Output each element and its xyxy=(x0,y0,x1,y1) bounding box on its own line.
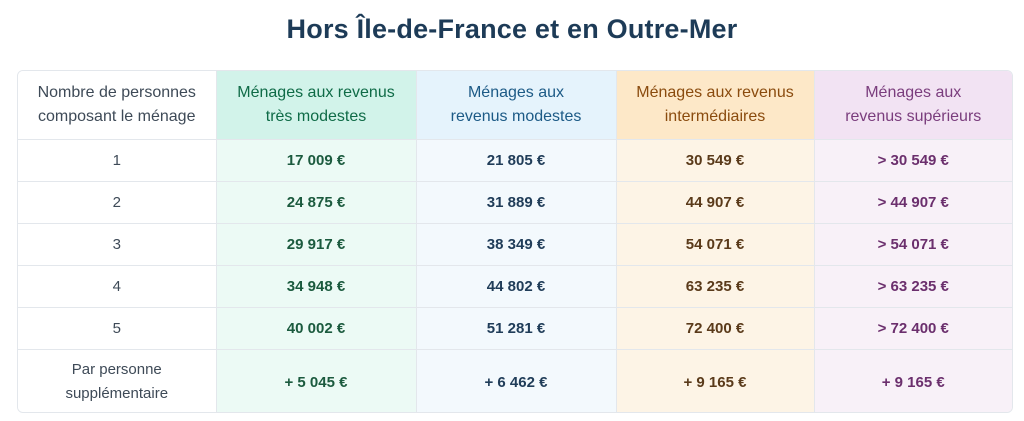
cell-superieurs: > 30 549 € xyxy=(813,139,1012,182)
cell-modestes: 51 281 € xyxy=(415,307,616,350)
page-title: Hors Île-de-France et en Outre-Mer xyxy=(286,14,738,44)
cell-tres-modestes: 17 009 € xyxy=(215,139,416,182)
cell-superieurs: > 63 235 € xyxy=(813,265,1012,308)
cell-tres-modestes: 24 875 € xyxy=(215,181,416,224)
cell-modestes: 31 889 € xyxy=(415,181,616,224)
cell-modestes: 44 802 € xyxy=(415,265,616,308)
cell-intermediaires: 30 549 € xyxy=(615,139,814,182)
cell-intermediaires: 63 235 € xyxy=(615,265,814,308)
header-modestes-line1: Ménages aux xyxy=(467,84,565,101)
cell-persons: 5 xyxy=(18,307,216,350)
cell-persons: 4 xyxy=(18,265,216,308)
header-modestes: Ménages aux revenus modestes xyxy=(415,71,616,140)
cell-superieurs: > 72 400 € xyxy=(813,307,1012,350)
table-row: 4 34 948 € 44 802 € 63 235 € > 63 235 € xyxy=(18,265,1012,308)
table-header-row: Nombre de personnes composant le ménage … xyxy=(18,71,1012,140)
header-tres-modestes: Ménages aux revenus très modestes xyxy=(215,71,416,140)
extra-label-line2: supplémentaire xyxy=(65,385,169,402)
header-tres-modestes-line2: très modestes xyxy=(265,108,367,125)
cell-tres-modestes: 40 002 € xyxy=(215,307,416,350)
cell-tres-modestes: + 5 045 € xyxy=(215,349,416,412)
table-row: 3 29 917 € 38 349 € 54 071 € > 54 071 € xyxy=(18,223,1012,266)
header-superieurs: Ménages aux revenus supérieurs xyxy=(813,71,1012,140)
cell-tres-modestes: 29 917 € xyxy=(215,223,416,266)
header-superieurs-line1: Ménages aux xyxy=(865,84,962,101)
header-persons-line2: composant le ménage xyxy=(38,108,196,125)
cell-superieurs: > 44 907 € xyxy=(813,181,1012,224)
income-table-container: Nombre de personnes composant le ménage … xyxy=(17,70,1013,413)
table-row: 1 17 009 € 21 805 € 30 549 € > 30 549 € xyxy=(18,139,1012,182)
cell-intermediaires: + 9 165 € xyxy=(615,349,814,412)
cell-superieurs: > 54 071 € xyxy=(813,223,1012,266)
cell-modestes: 38 349 € xyxy=(415,223,616,266)
cell-modestes: + 6 462 € xyxy=(415,349,616,412)
extra-label-line1: Par personne xyxy=(71,361,162,378)
cell-persons: 2 xyxy=(18,181,216,224)
cell-modestes: 21 805 € xyxy=(415,139,616,182)
cell-intermediaires: 44 907 € xyxy=(615,181,814,224)
cell-tres-modestes: 34 948 € xyxy=(215,265,416,308)
header-tres-modestes-line1: Ménages aux revenus xyxy=(237,84,395,101)
header-superieurs-line2: revenus supérieurs xyxy=(845,108,982,125)
header-persons: Nombre de personnes composant le ménage xyxy=(18,71,216,140)
header-intermediaires: Ménages aux revenus intermédiaires xyxy=(615,71,814,140)
income-threshold-table: Nombre de personnes composant le ménage … xyxy=(18,71,1012,412)
cell-persons: 1 xyxy=(18,139,216,182)
cell-intermediaires: 72 400 € xyxy=(615,307,814,350)
cell-extra-label: Par personne supplémentaire xyxy=(18,349,216,412)
table-row: 2 24 875 € 31 889 € 44 907 € > 44 907 € xyxy=(18,181,1012,224)
header-intermediaires-line1: Ménages aux revenus xyxy=(636,84,794,101)
table-row-extra-person: Par personne supplémentaire + 5 045 € + … xyxy=(18,349,1012,412)
cell-intermediaires: 54 071 € xyxy=(615,223,814,266)
header-modestes-line2: revenus modestes xyxy=(450,108,582,125)
header-intermediaires-line2: intermédiaires xyxy=(664,108,766,125)
table-row: 5 40 002 € 51 281 € 72 400 € > 72 400 € xyxy=(18,307,1012,350)
cell-superieurs: + 9 165 € xyxy=(813,349,1012,412)
header-persons-line1: Nombre de personnes xyxy=(37,84,196,101)
cell-persons: 3 xyxy=(18,223,216,266)
